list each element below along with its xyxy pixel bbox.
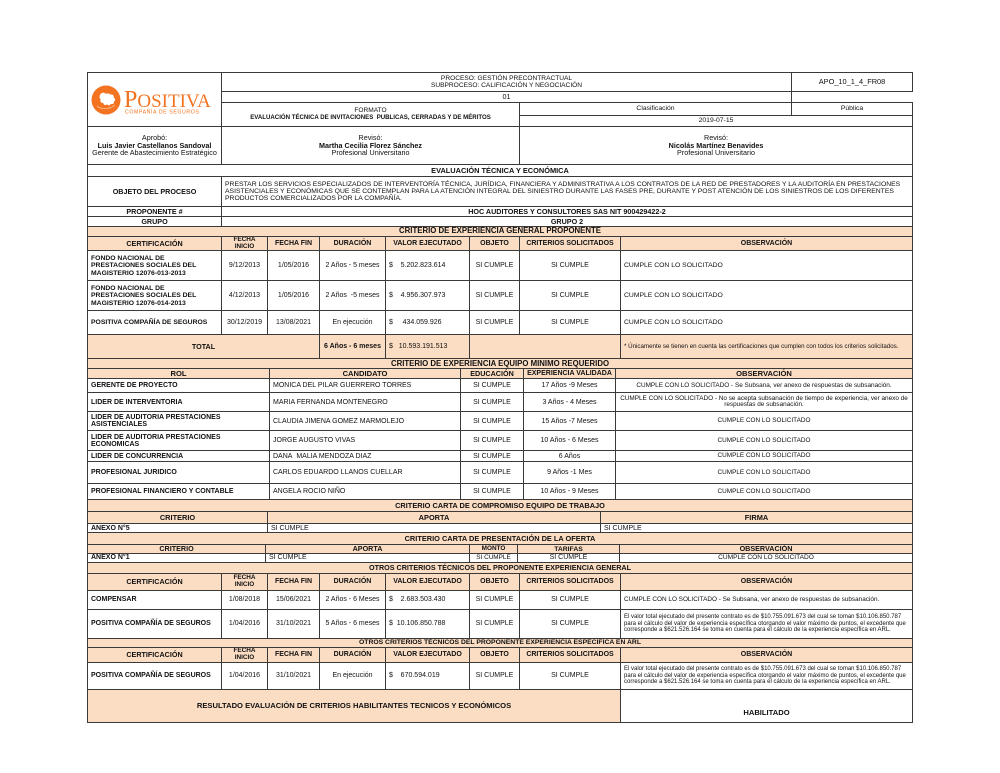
svg-text:COMPAÑÍA DE SEGUROS: COMPAÑÍA DE SEGUROS: [125, 108, 199, 115]
